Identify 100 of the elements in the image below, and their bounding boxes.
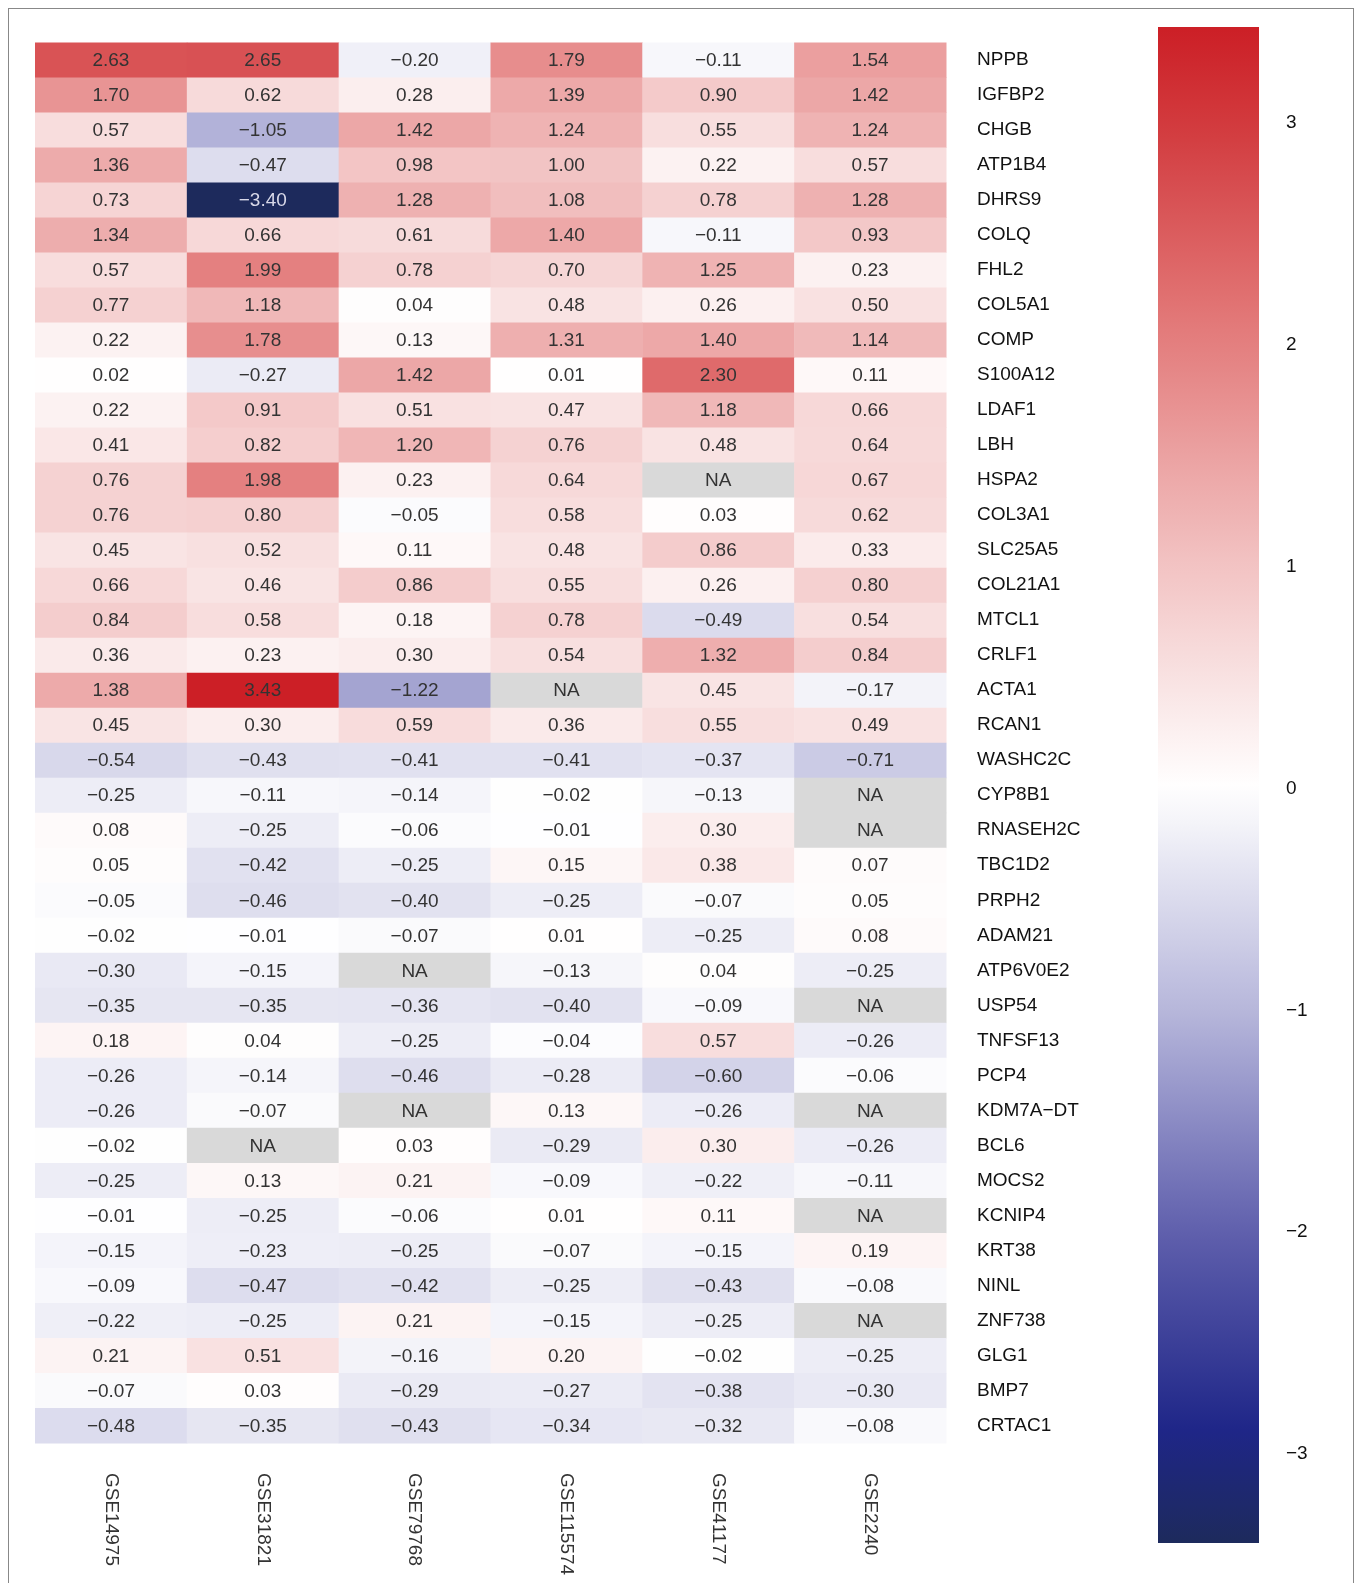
y-tick-label: COL3A1 (977, 503, 1050, 525)
data-label: −0.54 (86, 749, 136, 771)
y-tick-label: SLC25A5 (977, 538, 1059, 560)
data-label: 1.42 (396, 364, 434, 386)
y-tick-label: TBC1D2 (977, 853, 1050, 875)
data-label: 0.76 (92, 504, 130, 526)
data-label: 3.43 (244, 679, 282, 701)
data-label: 1.40 (547, 224, 585, 246)
data-label: 0.01 (547, 924, 585, 946)
y-tick-label: KDM7A−DT (977, 1098, 1080, 1120)
data-label: −0.22 (694, 1169, 743, 1191)
x-tick-label: GSE79768 (405, 1473, 427, 1566)
text: NA (856, 1309, 884, 1331)
y-tick-label: ADAM21 (977, 923, 1054, 945)
data-label: −0.26 (86, 1099, 135, 1121)
data-label: 1.70 (92, 84, 130, 106)
data-label: 0.22 (92, 329, 130, 351)
data-label: 0.04 (244, 1029, 282, 1051)
data-label: −0.15 (542, 1309, 591, 1331)
data-label: 0.80 (851, 574, 889, 596)
data-label: −0.38 (694, 1379, 743, 1401)
data-label: 0.13 (547, 1099, 585, 1121)
data-label: 0.62 (244, 84, 282, 106)
data-label: −0.26 (846, 1134, 895, 1156)
data-label: 0.08 (851, 924, 889, 946)
data-label: −0.25 (390, 1029, 439, 1051)
data-label: −0.11 (694, 49, 742, 71)
data-label: −0.30 (846, 1379, 895, 1401)
y-tick-label: RNASEH2C (977, 818, 1081, 840)
data-label: 0.64 (851, 434, 889, 456)
data-label: −0.25 (542, 889, 591, 911)
data-label: −0.16 (390, 1344, 439, 1366)
data-label: −0.08 (846, 1414, 895, 1436)
data-label: 0.66 (92, 574, 130, 596)
y-tick-label: S100A12 (977, 363, 1056, 385)
y-tick-label: PCP4 (977, 1063, 1028, 1085)
data-label: 0.86 (396, 574, 434, 596)
y-tick-label: DHRS9 (977, 188, 1042, 210)
data-label: 0.05 (851, 889, 889, 911)
data-label: −0.05 (86, 889, 135, 911)
data-label: −0.02 (542, 784, 591, 806)
data-label: −0.11 (694, 224, 742, 246)
y-tick-label: COMP (977, 328, 1034, 350)
data-label: −0.26 (694, 1099, 743, 1121)
data-label: −3.40 (238, 189, 287, 211)
data-label: 1.28 (396, 189, 434, 211)
data-label: 0.51 (244, 1344, 282, 1366)
color-bar-label: 3 (1286, 110, 1297, 132)
data-label: 1.24 (851, 119, 889, 141)
data-label: −0.46 (390, 1064, 439, 1086)
data-label: 1.42 (851, 84, 889, 106)
data-label: −0.06 (390, 1204, 439, 1226)
data-label: 1.25 (699, 259, 737, 281)
text: NA (401, 959, 428, 981)
data-label: −0.07 (238, 1099, 287, 1121)
data-label: −0.47 (238, 154, 287, 176)
y-tick-label: CYP8B1 (977, 783, 1050, 805)
y-tick-label: PRPH2 (977, 888, 1041, 910)
data-label: 0.03 (396, 1134, 434, 1156)
data-label: −0.35 (238, 994, 287, 1016)
color-bar-label: 1 (1286, 554, 1297, 576)
data-label: −0.26 (86, 1064, 135, 1086)
data-label: 1.79 (547, 49, 585, 71)
data-label: 0.61 (396, 224, 434, 246)
data-label: 1.39 (547, 84, 585, 106)
data-label: 0.93 (851, 224, 889, 246)
data-label: 0.84 (92, 609, 130, 631)
data-label: −0.26 (846, 1029, 895, 1051)
y-tick-label: MTCL1 (977, 608, 1040, 630)
data-label: −1.22 (390, 679, 439, 701)
data-label: 1.38 (92, 679, 130, 701)
data-label: 1.32 (699, 644, 737, 666)
data-label: −0.71 (846, 749, 895, 771)
data-label: −0.09 (542, 1169, 591, 1191)
data-label: 0.05 (92, 854, 130, 876)
y-tick-label: TNFSF13 (977, 1028, 1060, 1050)
data-label: −0.25 (390, 1239, 439, 1261)
data-label: 0.73 (92, 189, 130, 211)
data-label: −0.29 (390, 1379, 439, 1401)
data-label: 0.36 (92, 644, 130, 666)
data-label: −0.25 (86, 1169, 135, 1191)
data-label: 0.55 (699, 119, 737, 141)
x-tick-label: GSE31821 (253, 1473, 275, 1566)
data-label: −0.46 (238, 889, 287, 911)
data-label: −0.22 (86, 1309, 135, 1331)
data-label: 0.57 (851, 154, 889, 176)
data-label: 0.66 (851, 399, 889, 421)
text: NA (705, 469, 732, 491)
data-label: −0.32 (694, 1414, 743, 1436)
data-label: 0.18 (92, 1029, 130, 1051)
y-tick-label: CHGB (977, 118, 1032, 140)
data-label: 0.86 (699, 539, 737, 561)
data-label: 0.20 (547, 1344, 585, 1366)
data-label: −0.35 (238, 1414, 287, 1436)
data-label: −0.15 (694, 1239, 743, 1261)
y-tick-label: COL21A1 (977, 573, 1061, 595)
data-label: 1.54 (851, 49, 889, 71)
data-label: 1.20 (396, 434, 434, 456)
data-label: 0.47 (547, 399, 585, 421)
y-tick-label: MOCS2 (977, 1168, 1045, 1190)
